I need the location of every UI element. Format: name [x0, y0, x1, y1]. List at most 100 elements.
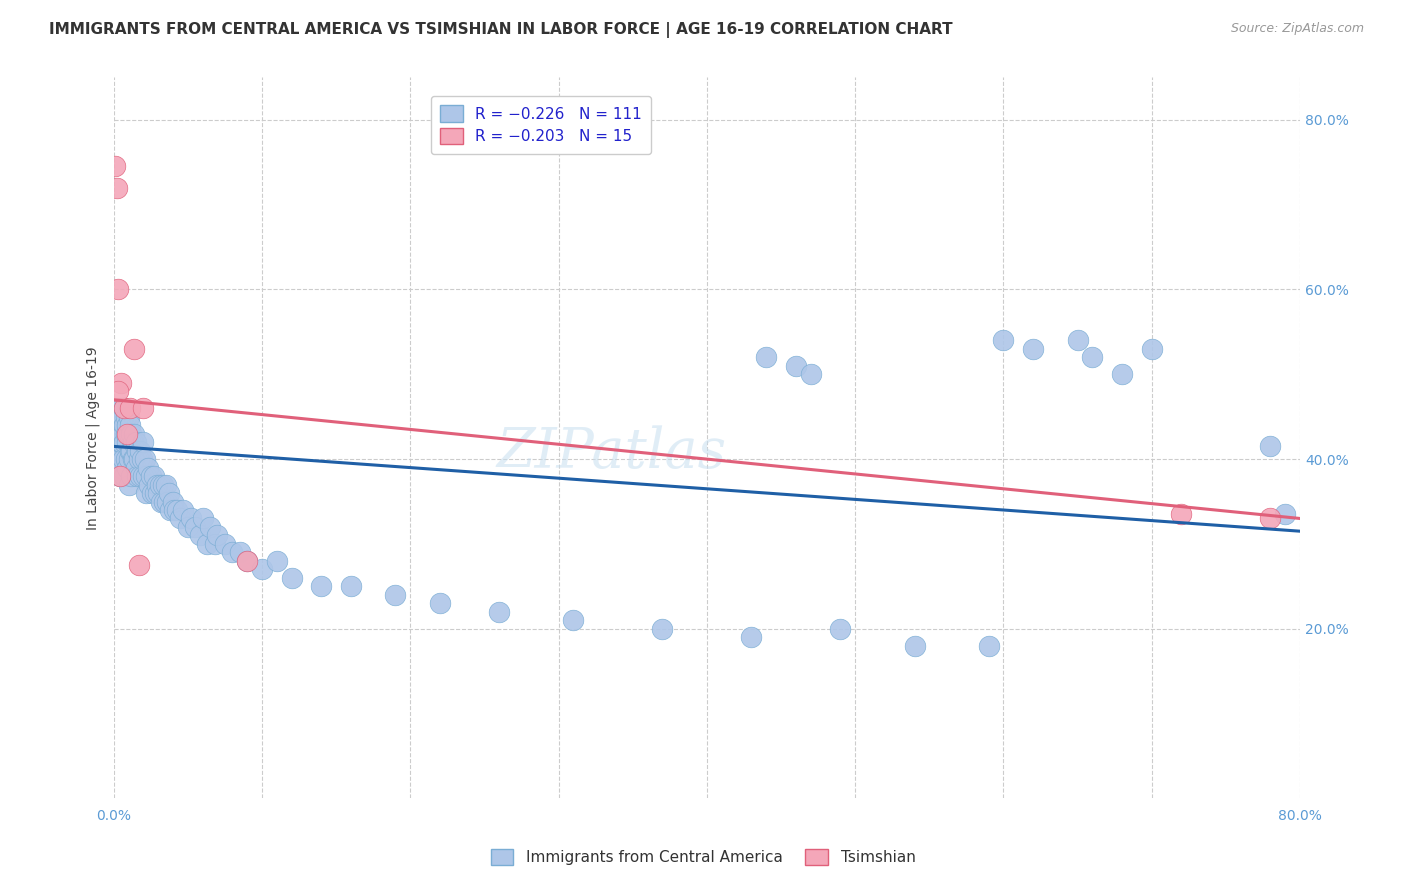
Point — [125, 460, 148, 475]
Point — [129, 469, 152, 483]
Point — [198, 520, 221, 534]
Text: Source: ZipAtlas.com: Source: ZipAtlas.com — [1230, 22, 1364, 36]
Point — [149, 477, 172, 491]
Point — [172, 503, 194, 517]
Point — [1111, 368, 1133, 382]
Point — [1274, 508, 1296, 522]
Point — [127, 469, 149, 483]
Point — [993, 334, 1015, 348]
Point — [977, 639, 1000, 653]
Point — [125, 435, 148, 450]
Point — [104, 418, 127, 433]
Point — [785, 359, 807, 373]
Point — [111, 409, 134, 424]
Point — [166, 503, 188, 517]
Point — [115, 418, 138, 433]
Point — [124, 426, 146, 441]
Point — [115, 435, 138, 450]
Point — [229, 545, 252, 559]
Point — [118, 401, 141, 416]
Point — [141, 486, 163, 500]
Point — [180, 511, 202, 525]
Point — [128, 452, 150, 467]
Point — [1260, 511, 1282, 525]
Point — [110, 418, 132, 433]
Point — [114, 409, 136, 424]
Point — [105, 426, 128, 441]
Point — [214, 537, 236, 551]
Point — [188, 528, 211, 542]
Point — [105, 443, 128, 458]
Point — [110, 376, 132, 390]
Point — [153, 494, 176, 508]
Point — [195, 537, 218, 551]
Point — [159, 503, 181, 517]
Point — [169, 511, 191, 525]
Point — [112, 435, 135, 450]
Point — [112, 469, 135, 483]
Point — [139, 469, 162, 483]
Point — [145, 477, 167, 491]
Point — [117, 452, 139, 467]
Point — [127, 443, 149, 458]
Point — [236, 554, 259, 568]
Point — [143, 486, 166, 500]
Point — [800, 368, 823, 382]
Legend: R = −0.226   N = 111, R = −0.203   N = 15: R = −0.226 N = 111, R = −0.203 N = 15 — [430, 96, 651, 153]
Point — [135, 486, 157, 500]
Point — [108, 469, 131, 483]
Point — [488, 605, 510, 619]
Point — [114, 452, 136, 467]
Point — [1140, 342, 1163, 356]
Point — [112, 418, 135, 433]
Point — [124, 342, 146, 356]
Point — [108, 469, 131, 483]
Point — [204, 537, 226, 551]
Text: ZIPatlas: ZIPatlas — [496, 425, 727, 480]
Point — [250, 562, 273, 576]
Point — [830, 622, 852, 636]
Point — [121, 469, 143, 483]
Point — [108, 418, 131, 433]
Point — [562, 613, 585, 627]
Point — [136, 460, 159, 475]
Point — [121, 443, 143, 458]
Point — [107, 435, 129, 450]
Point — [1260, 439, 1282, 453]
Point — [121, 426, 143, 441]
Point — [108, 435, 131, 450]
Point — [112, 401, 135, 416]
Point — [132, 469, 155, 483]
Point — [135, 469, 157, 483]
Point — [110, 435, 132, 450]
Point — [236, 554, 259, 568]
Point — [122, 452, 145, 467]
Point — [115, 426, 138, 441]
Point — [122, 435, 145, 450]
Point — [107, 452, 129, 467]
Point — [155, 477, 177, 491]
Point — [191, 511, 214, 525]
Point — [903, 639, 925, 653]
Point — [150, 494, 173, 508]
Point — [184, 520, 207, 534]
Point — [221, 545, 243, 559]
Point — [111, 426, 134, 441]
Point — [280, 571, 302, 585]
Point — [115, 460, 138, 475]
Point — [134, 452, 156, 467]
Point — [384, 588, 406, 602]
Point — [118, 443, 141, 458]
Point — [111, 452, 134, 467]
Point — [311, 579, 333, 593]
Point — [152, 477, 174, 491]
Point — [132, 435, 155, 450]
Point — [129, 443, 152, 458]
Point — [128, 558, 150, 573]
Point — [755, 351, 778, 365]
Point — [1022, 342, 1045, 356]
Point — [105, 180, 128, 194]
Point — [740, 630, 762, 644]
Point — [118, 418, 141, 433]
Point — [1066, 334, 1088, 348]
